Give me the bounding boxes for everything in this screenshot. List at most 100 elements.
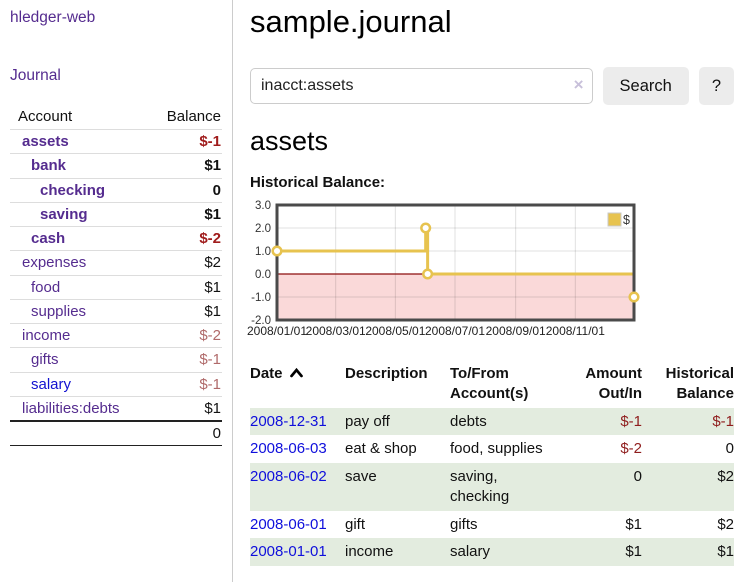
x-tick-label: 2008/11/01 — [546, 324, 605, 338]
page-title: sample.journal — [250, 4, 452, 39]
account-row: income $-2 — [10, 323, 222, 348]
accounts-header-row: Account Balance — [10, 104, 222, 130]
account-balance: $2 — [204, 254, 221, 272]
account-link-expenses[interactable]: expenses — [22, 254, 87, 272]
register-header-date[interactable]: Date — [250, 362, 345, 408]
account-link-supplies[interactable]: supplies — [31, 302, 87, 320]
plot-border — [275, 203, 636, 322]
transaction-date-link[interactable]: 2008-06-01 — [250, 515, 327, 533]
account-balance: $1 — [204, 399, 221, 417]
accounts-total-value: 0 — [144, 420, 222, 447]
transaction-balance: $-1 — [712, 412, 734, 430]
transaction-balance: 0 — [725, 440, 734, 458]
account-row: food $1 — [10, 275, 222, 299]
accounts-table: Account Balance assets $-1 bank $1 checking 0… — [10, 104, 222, 447]
account-balance: $-2 — [199, 230, 221, 247]
transaction-amount: $1 — [625, 543, 642, 561]
search-bar: × Search ? — [250, 67, 734, 105]
register-header-accounts: To/From Account(s) — [450, 365, 529, 403]
account-row: liabilities:debts $1 — [10, 396, 222, 421]
account-heading: assets — [250, 126, 329, 156]
account-row: gifts $-1 — [10, 347, 222, 372]
transaction-date-link[interactable]: 2008-01-01 — [250, 543, 327, 561]
app-title-link[interactable]: hledger-web — [10, 9, 96, 26]
transaction-accounts: debts — [450, 412, 487, 430]
search-button[interactable]: Search — [602, 67, 689, 105]
register-header-row: Date Description To/From Account(s) Amou… — [250, 362, 734, 408]
account-link-bank[interactable]: bank — [31, 157, 67, 175]
y-tick-label: 2.0 — [255, 223, 271, 235]
account-link-gifts[interactable]: gifts — [31, 351, 59, 369]
transaction-accounts: saving, checking — [450, 468, 510, 505]
account-row: expenses $2 — [10, 250, 222, 275]
account-row: salary $-1 — [10, 372, 222, 396]
transaction-amount: $-2 — [620, 440, 642, 458]
help-button[interactable]: ? — [698, 67, 734, 105]
transaction-accounts: gifts — [450, 515, 478, 533]
account-link-food[interactable]: food — [31, 278, 61, 296]
chart-title: Historical Balance: — [250, 174, 386, 191]
account-row: supplies $1 — [10, 299, 222, 323]
historical-balance-chart: $3.0 2.0 1.0 0.0 -1.0 -2.02008/01/012008/03/0… — [247, 200, 640, 338]
transaction-date-link[interactable]: 2008-06-02 — [250, 468, 327, 486]
account-link-liabilities:debts[interactable]: liabilities:debts — [22, 399, 120, 417]
account-link-income[interactable]: income — [22, 327, 71, 344]
y-tick-label: -2.0 — [251, 315, 271, 327]
transaction-balance: $1 — [717, 543, 734, 561]
transaction-date-link[interactable]: 2008-12-31 — [250, 412, 327, 430]
sidebar-item-journal[interactable]: Journal — [10, 67, 61, 84]
transaction-amount: 0 — [633, 468, 642, 486]
account-row: checking 0 — [10, 178, 222, 202]
transaction-description: income — [345, 543, 394, 561]
transaction-row: 2008-06-03 eat & shop food, supplies $-2 0 — [250, 435, 734, 463]
y-tick-label: 0.0 — [255, 269, 271, 281]
data-point — [420, 222, 432, 234]
transaction-row: 2008-12-31 pay off debts $-1 $-1 — [250, 407, 734, 436]
search-input[interactable] — [250, 68, 593, 104]
sort-ascending-icon — [289, 367, 303, 378]
account-row: bank $1 — [10, 153, 222, 178]
account-balance: $1 — [204, 157, 221, 175]
register-header-balance: Historical Balance — [665, 365, 734, 403]
x-tick-label: 2008/09/01 — [486, 324, 546, 338]
account-link-cash[interactable]: cash — [31, 230, 66, 247]
account-balance: $-1 — [199, 351, 221, 369]
accounts-total-spacer — [10, 420, 145, 447]
account-link-salary[interactable]: salary — [31, 375, 72, 393]
account-link-assets[interactable]: assets — [22, 133, 69, 150]
negative-region — [277, 274, 634, 320]
x-tick-label: 2008/07/01 — [425, 324, 485, 338]
transaction-description: gift — [345, 515, 366, 533]
transaction-description: eat & shop — [345, 440, 417, 458]
x-tick-label: 2008/01/01 — [247, 324, 307, 338]
account-row: saving $1 — [10, 202, 222, 226]
data-point — [422, 268, 434, 280]
transaction-balance: $2 — [717, 468, 734, 486]
account-balance: $1 — [204, 205, 221, 223]
account-balance: $-2 — [199, 327, 221, 344]
transaction-description: pay off — [345, 412, 390, 430]
transaction-accounts: salary — [450, 543, 491, 561]
account-balance: 0 — [212, 181, 221, 199]
account-link-saving[interactable]: saving — [40, 205, 88, 223]
register-table: Date Description To/From Account(s) Amou… — [250, 362, 734, 567]
clear-search-icon[interactable]: × — [573, 75, 584, 94]
transaction-row: 2008-06-01 gift gifts $1 $2 — [250, 511, 734, 539]
account-balance: $-1 — [199, 375, 221, 393]
x-tick-label: 2008/05/01 — [365, 324, 425, 338]
account-link-checking[interactable]: checking — [40, 181, 106, 199]
sidebar: hledger-web Journal Account Balance asse… — [0, 0, 233, 582]
transaction-balance: $2 — [717, 515, 734, 533]
x-tick-label: 2008/03/01 — [306, 324, 366, 338]
account-balance: $1 — [204, 302, 221, 320]
account-row: assets $-1 — [10, 130, 222, 154]
transaction-date-link[interactable]: 2008-06-03 — [250, 440, 327, 458]
data-point — [628, 291, 640, 303]
legend-label: $ — [623, 213, 630, 227]
legend-swatch — [607, 212, 622, 227]
y-tick-label: 1.0 — [255, 246, 271, 258]
transaction-amount: $1 — [625, 515, 642, 533]
accounts-header-account: Account — [10, 104, 145, 130]
y-tick-label: 3.0 — [255, 200, 271, 212]
y-tick-label: -1.0 — [251, 292, 271, 304]
